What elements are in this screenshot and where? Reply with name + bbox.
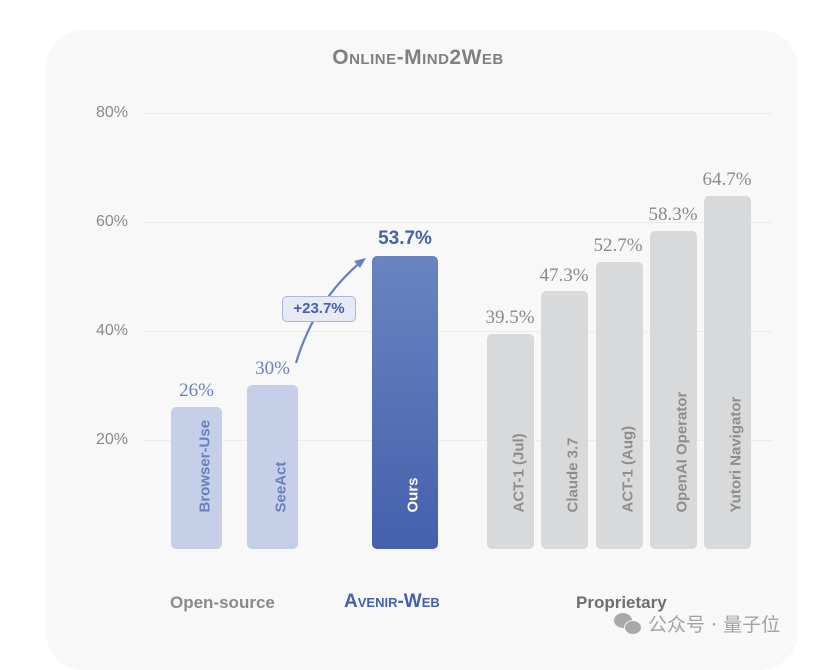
chart-title: Online-Mind2Web [332,46,504,69]
bar-yutori-navigator: Yutori Navigator [704,196,751,549]
bar-act1-jul: ACT-1 (Jul) [487,334,534,549]
watermark-text: 公众号 · 量子位 [648,614,781,636]
bar-claude-37: Claude 3.7 [541,291,588,549]
bar-seeact: SeeAct [247,385,298,549]
bar-value-act1-aug: 52.7% [593,235,643,256]
watermark: 公众号 · 量子位 [614,610,780,637]
gridline-60 [143,222,773,223]
gridline-40 [143,331,773,332]
gridline-80 [143,113,773,114]
improvement-badge: +23.7% [282,296,356,322]
bar-value-seeact: 30% [255,358,290,379]
bar-value-browser-use: 26% [179,380,214,401]
group-label-proprietary: Proprietary [576,593,667,612]
improvement-arrow-icon [294,258,366,364]
bar-value-ours: 53.7% [378,228,432,249]
bar-openai-operator: OpenAI Operator [650,231,697,549]
bar-ours: Ours [372,256,438,549]
bar-act1-aug: ACT-1 (Aug) [596,262,643,549]
wechat-icon [614,612,642,635]
y-tick-20: 20% [95,431,128,448]
gridline-20 [143,440,773,441]
bar-value-claude-37: 47.3% [539,265,589,286]
group-label-avenir-web: Avenir-Web [344,591,440,612]
bar-value-yutori-navigator: 64.7% [702,169,752,190]
bar-value-act1-jul: 39.5% [485,307,535,328]
bar-browser-use: Browser-Use [171,407,222,549]
bar-value-openai-operator: 58.3% [648,204,698,225]
y-tick-40: 40% [95,322,128,339]
y-tick-80: 80% [95,104,128,121]
y-tick-60: 60% [95,213,128,230]
group-label-open-source: Open-source [170,593,275,612]
